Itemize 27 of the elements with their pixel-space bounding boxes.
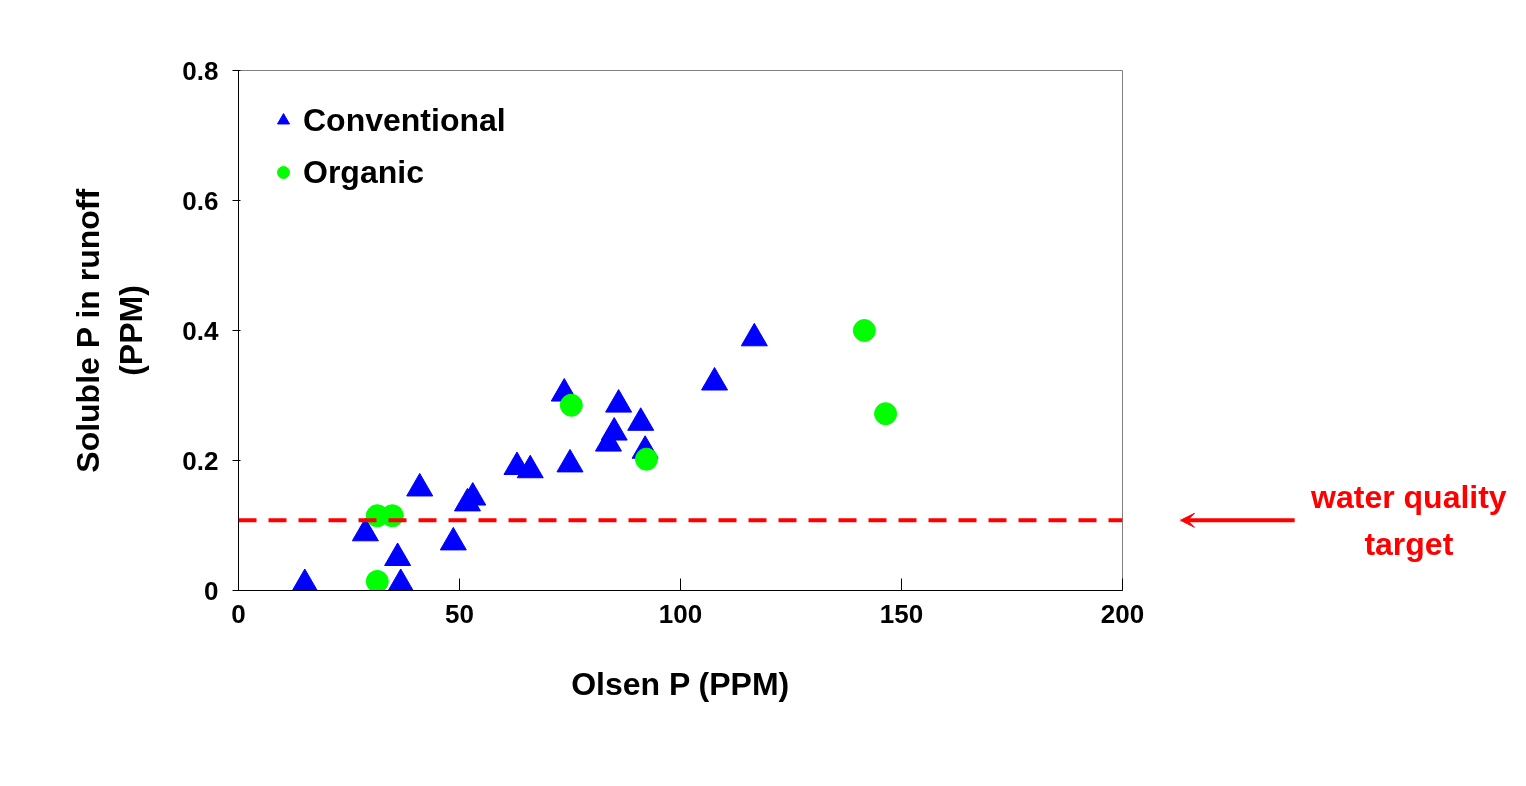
point — [600, 417, 628, 441]
legend-label: Organic — [303, 153, 424, 191]
point — [291, 568, 319, 591]
legend-label: Conventional — [303, 101, 506, 139]
point — [406, 472, 434, 497]
y-tick-label: 0.8 — [182, 55, 219, 86]
x-tick-label: 50 — [445, 598, 474, 629]
point — [740, 322, 768, 347]
point — [439, 526, 467, 551]
point — [516, 454, 544, 479]
y-tick-label: 0.4 — [182, 315, 220, 346]
x-axis-title: Olsen P (PPM) — [571, 665, 790, 702]
y-tick-label: 0.6 — [182, 185, 219, 216]
point — [387, 568, 415, 591]
x-tick-label: 0 — [231, 598, 246, 629]
x-tick-label: 100 — [658, 598, 703, 629]
x-tick-label: 150 — [879, 598, 924, 629]
point — [701, 366, 729, 391]
y-tick-label: 0 — [204, 575, 219, 606]
point — [627, 407, 655, 431]
point — [605, 389, 633, 413]
ref-line-label: water quality target — [1310, 478, 1507, 562]
x-tick-label: 200 — [1100, 598, 1145, 629]
y-tick-label: 0.2 — [182, 445, 219, 476]
point — [556, 448, 584, 473]
y-axis-title: Soluble P in runoff (PPM) — [70, 188, 150, 473]
point — [384, 542, 412, 567]
